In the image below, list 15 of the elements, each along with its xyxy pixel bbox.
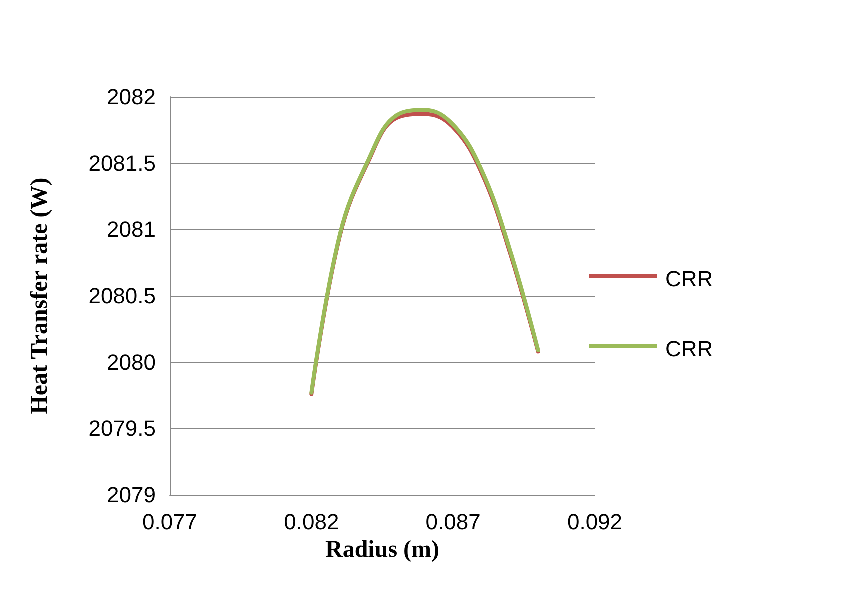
y-tick-label: 2080 bbox=[107, 350, 156, 375]
x-axis-title: Radius (m) bbox=[325, 536, 440, 563]
y-tick-label: 2081.5 bbox=[88, 150, 156, 176]
y-tick-label: 2079.5 bbox=[88, 416, 156, 442]
y-tick-label: 2081 bbox=[107, 217, 156, 242]
x-tick-label: 0.092 bbox=[567, 510, 623, 534]
x-tick-label: 0.077 bbox=[142, 510, 198, 534]
legend-label: CRR bbox=[666, 336, 714, 362]
x-tick-label: 0.082 bbox=[284, 510, 340, 534]
y-tick-label: 2079 bbox=[107, 482, 156, 508]
y-tick-label: 2080.5 bbox=[88, 284, 156, 308]
y-tick-label: 2082 bbox=[107, 84, 156, 110]
x-tick-label: 0.087 bbox=[426, 510, 481, 534]
legend-label: CRR bbox=[666, 266, 714, 292]
y-axis-title: Heat Transfer rate (W) bbox=[27, 178, 53, 414]
